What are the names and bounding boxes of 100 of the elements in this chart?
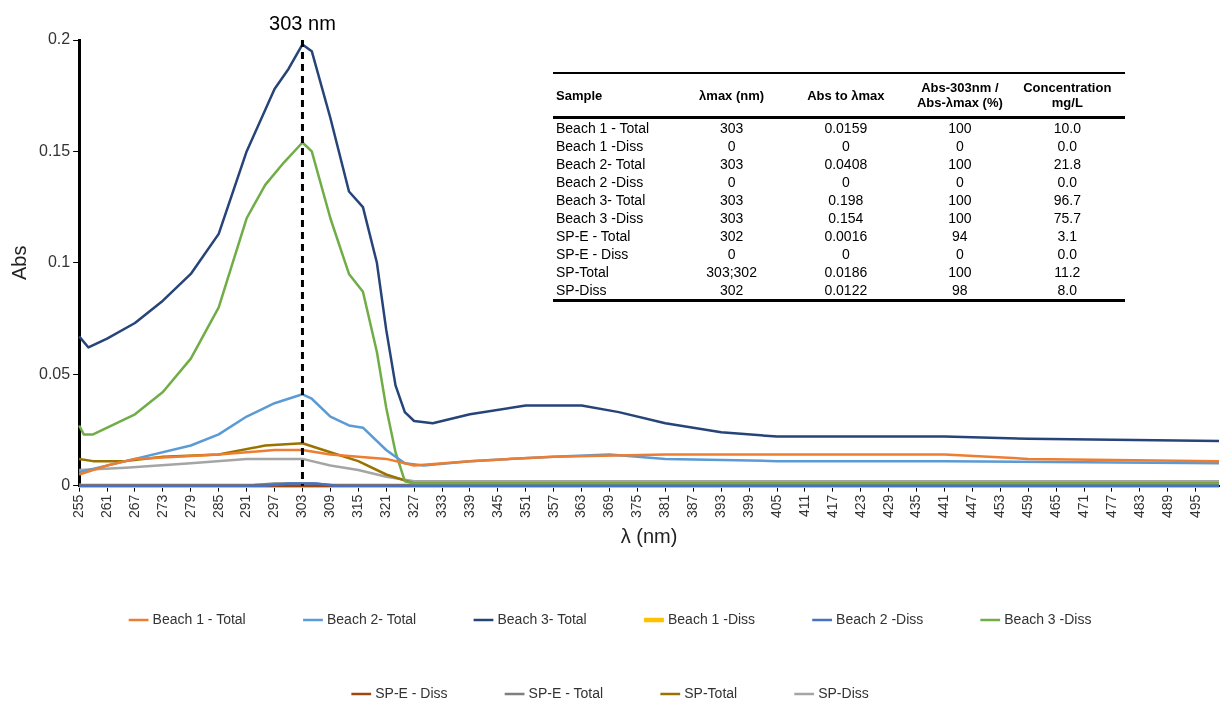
x-tick-label: 285 <box>209 494 226 518</box>
annotation: 100 <box>947 119 973 137</box>
annotation: 100 <box>947 191 973 209</box>
annotation: 0 <box>954 245 965 263</box>
x-tick-label: 255 <box>70 494 86 518</box>
x-tick-label: 429 <box>879 494 896 518</box>
annotation: Beach 3 -Diss <box>555 209 645 227</box>
y-tick-label: 0.15 <box>39 141 71 159</box>
annotation: 0.0186 <box>823 263 869 281</box>
annotation: SP-E - Total <box>555 227 632 245</box>
x-tick-label: 471 <box>1074 494 1091 518</box>
x-tick-label: 351 <box>516 494 533 518</box>
y-axis-title: Abs <box>7 245 30 281</box>
legend-label: SP-E - Diss <box>375 684 448 701</box>
annotation: 8.0 <box>1009 281 1125 301</box>
x-tick-label: 279 <box>181 494 198 518</box>
annotation: Sample <box>553 73 682 118</box>
x-tick-label: 369 <box>600 494 617 518</box>
x-tick-label: 381 <box>656 494 673 518</box>
annotation: 0 <box>840 137 851 155</box>
annotation: Beach 1 -Diss <box>555 137 645 155</box>
x-tick-label: 363 <box>572 494 589 518</box>
annotation: Beach 2- Total <box>555 155 647 173</box>
annotation: 0.0016 <box>823 227 869 245</box>
x-tick-label: 423 <box>851 494 868 518</box>
annotation: Abs to λmax <box>781 73 911 118</box>
annotation: 0 <box>840 245 851 263</box>
ref-line-label: 303 nm <box>269 11 336 34</box>
x-tick-label: 297 <box>265 494 282 518</box>
annotation: Abs-303nm / Abs-λmax (%) <box>910 73 1010 118</box>
x-tick-label: 495 <box>1186 494 1203 518</box>
y-tick-label: 0.05 <box>39 364 71 382</box>
legend-label: Beach 2 -Diss <box>836 610 924 627</box>
x-tick-label: 477 <box>1102 494 1119 518</box>
annotation: 100 <box>947 263 973 281</box>
annotation: 303 <box>718 119 745 137</box>
annotation: Beach 3- Total <box>555 191 647 209</box>
x-tick-label: 483 <box>1130 494 1147 518</box>
annotation: 3.1 <box>1056 227 1079 245</box>
legend-label: Beach 3- Total <box>497 610 587 627</box>
annotation: Beach 2 -Diss <box>555 173 645 191</box>
annotation: 94 <box>951 227 969 245</box>
annotation: Beach 1 - Total <box>555 119 651 137</box>
annotation: 0.0 <box>1056 245 1079 263</box>
annotation: 0 <box>954 137 965 155</box>
annotation: 0.0159 <box>823 119 869 137</box>
annotation: 75.7 <box>1052 209 1082 227</box>
y-tick-label: 0.1 <box>47 253 71 271</box>
legend-label: SP-E - Total <box>528 684 604 701</box>
annotation: 0 <box>954 173 965 191</box>
x-tick-label: 405 <box>767 494 784 518</box>
annotation: 302 <box>718 227 745 245</box>
annotation: SP-Total <box>555 263 610 281</box>
legend-label: Beach 3 -Diss <box>1004 610 1092 627</box>
annotation: 0.198 <box>827 191 865 209</box>
x-tick-label: 345 <box>488 494 505 518</box>
x-axis-title: λ (nm) <box>620 524 678 547</box>
annotation: 0 <box>840 173 851 191</box>
annotation: 21.8 <box>1052 155 1082 173</box>
legend-label: Beach 2- Total <box>326 610 417 627</box>
annotation: 96.7 <box>1052 191 1082 209</box>
x-tick-label: 273 <box>153 494 170 518</box>
x-tick-label: 309 <box>321 494 338 518</box>
x-tick-label: 303 <box>293 494 310 518</box>
legend-label: SP-Total <box>684 684 738 701</box>
x-tick-label: 327 <box>404 494 421 518</box>
annotation: 98 <box>910 281 1010 301</box>
annotation: 10.0 <box>1052 119 1082 137</box>
x-tick-label: 411 <box>795 494 812 517</box>
x-tick-label: 465 <box>1047 494 1064 518</box>
x-tick-label: 459 <box>1019 494 1036 518</box>
legend-label: SP-Diss <box>818 684 869 701</box>
annotation: 0.154 <box>827 209 865 227</box>
x-tick-label: 435 <box>907 494 924 518</box>
x-tick-label: 267 <box>125 494 142 518</box>
annotation: 303 <box>718 191 745 209</box>
y-tick-label: 0.2 <box>47 30 71 48</box>
annotation: 303;302 <box>705 263 758 281</box>
x-tick-label: 453 <box>991 494 1008 518</box>
annotation: SP-E - Diss <box>555 245 630 263</box>
x-tick-label: 315 <box>349 494 366 518</box>
x-tick-label: 339 <box>460 494 477 518</box>
annotation: 0 <box>726 173 737 191</box>
annotation: 0.0 <box>1056 173 1079 191</box>
x-tick-label: 333 <box>432 494 449 518</box>
x-tick-label: 393 <box>712 494 729 518</box>
annotation: Concentration mg/L <box>1009 73 1125 118</box>
annotation: 302 <box>681 281 782 301</box>
annotation: 0.0122 <box>781 281 911 301</box>
y-tick-label: 0 <box>61 476 71 494</box>
x-tick-label: 399 <box>739 494 756 518</box>
x-tick-label: 417 <box>823 494 840 518</box>
x-tick-label: 321 <box>377 494 394 518</box>
annotation: 303 <box>718 209 745 227</box>
annotation: 100 <box>947 209 973 227</box>
annotation: 303 <box>718 155 745 173</box>
x-tick-label: 387 <box>684 494 701 518</box>
annotation: 11.2 <box>1053 263 1082 281</box>
x-tick-label: 441 <box>935 494 952 518</box>
annotation: SP-Diss <box>553 281 682 301</box>
